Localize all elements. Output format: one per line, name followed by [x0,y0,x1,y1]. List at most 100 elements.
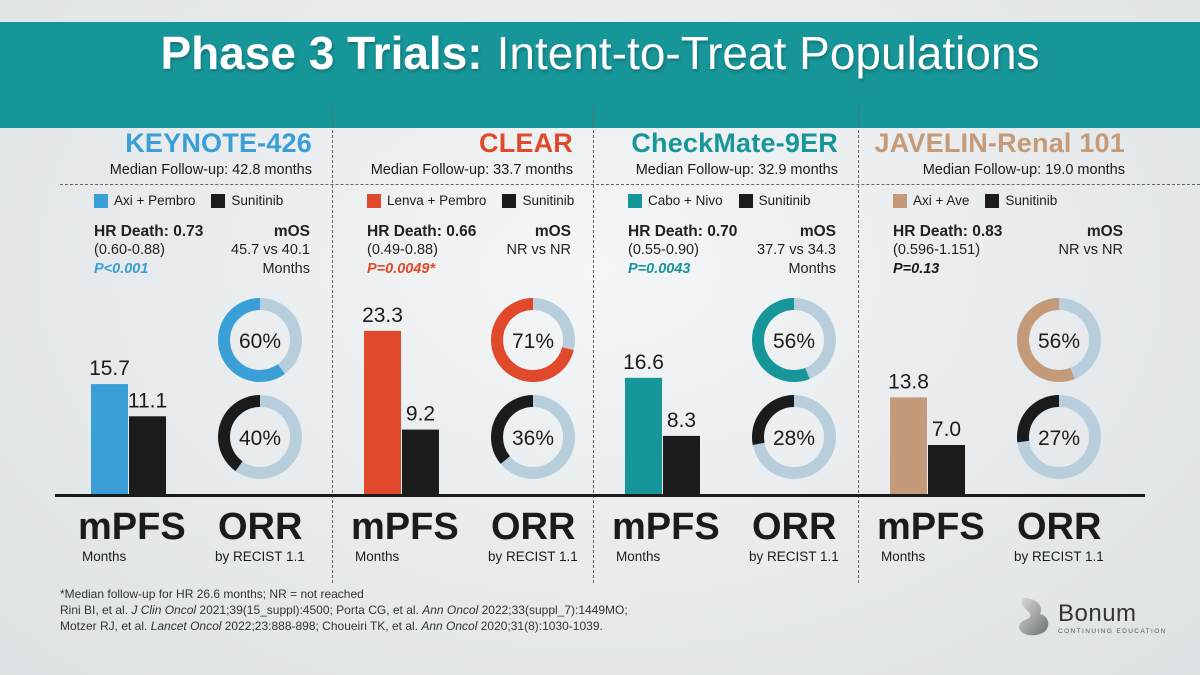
legend-swatch [628,193,642,208]
legend-item-sunitinib: Sunitinib [502,193,574,208]
mpfs-bar-combination [890,397,927,494]
mos-label: mOS [273,223,310,240]
legend-label: Cabo + Nivo [648,193,723,208]
logo-name: Bonum [1058,600,1137,627]
trial-name: JAVELIN-Renal 101 [874,128,1125,158]
logo-subtitle: CONTINUING EDUCATION [1058,628,1167,635]
mpfs-unit-label: Months [82,549,127,564]
legend-item-sunitinib: Sunitinib [738,193,811,208]
mpfs-value-label: 15.7 [89,357,130,380]
mpfs-bar-sunitinib [402,429,439,494]
hazard-ratio-block: HR Death: 0.66 (0.49-0.88) P=0.0049* [367,222,476,279]
mos-unit: Months [262,261,310,277]
panel-divider [593,105,594,583]
page-title: Phase 3 Trials: Intent-to-Treat Populati… [0,0,1200,106]
hr-death: HR Death: 0.70 [628,223,738,240]
orr-ring-sunitinib [491,395,575,479]
legend-swatch [367,193,381,208]
p-value: P<0.001 [94,261,149,277]
followup-text: Median Follow-up: 32.9 months [635,162,838,178]
trial-panel: CheckMate-9ER Median Follow-up: 32.9 mont… [594,0,858,675]
orr-ring-combination [1017,298,1101,382]
orr-unit-label: by RECIST 1.1 [215,549,305,564]
legend-swatch [502,193,517,208]
orr-value-label: 40% [239,427,281,450]
orr-ring-sunitinib [1017,395,1101,479]
legend-swatch [211,193,226,208]
legend-swatch [94,193,108,208]
bonum-logo-icon [1019,598,1049,636]
orr-value-label: 27% [1038,427,1080,450]
mpfs-unit-label: Months [881,549,926,564]
legend-item-combination: Axi + Ave [893,193,969,208]
legend-item-combination: Axi + Pembro [94,193,195,208]
footnotes: *Median follow-up for HR 26.6 months; NR… [60,586,628,634]
orr-ring-combination [752,298,836,382]
trial-name: CheckMate-9ER [631,128,838,158]
panel-divider [858,105,859,583]
followup-text: Median Follow-up: 33.7 months [370,162,573,178]
page-title-bold: Phase 3 Trials: [160,27,483,79]
legend-label: Axi + Pembro [114,193,196,208]
orr-ring-sunitinib [218,395,302,479]
orr-unit-label: by RECIST 1.1 [488,549,578,564]
mos-value: NR vs NR [506,242,571,258]
hr-ci: (0.596-1.151) [893,242,981,258]
mpfs-value-label: 11.1 [128,389,167,412]
hr-ci: (0.49-0.88) [367,242,438,258]
orr-value-label: 56% [1038,330,1080,353]
hazard-ratio-block: HR Death: 0.83 (0.596-1.151) P=0.13 [893,222,1002,279]
orr-unit-label: by RECIST 1.1 [749,549,839,564]
mpfs-bar-sunitinib [129,416,166,494]
mpfs-unit-label: Months [616,549,661,564]
trial-panel: CLEAR Median Follow-up: 33.7 months Lenva … [333,0,593,675]
legend: Axi + Ave Sunitinib [893,193,1073,208]
page-title-light: Intent-to-Treat Populations [496,27,1040,79]
mos-label: mOS [534,223,571,240]
orr-ring-combination [491,298,575,382]
legend-item-sunitinib: Sunitinib [985,193,1057,208]
trial-panel: JAVELIN-Renal 101 Median Follow-up: 19.0 … [859,0,1145,675]
orr-label: ORR [1017,506,1102,548]
mpfs-value-label: 16.6 [623,351,664,374]
mpfs-bar-sunitinib [663,435,700,494]
legend: Cabo + Nivo Sunitinib [628,193,826,208]
legend-item-sunitinib: Sunitinib [211,193,283,208]
mpfs-label: mPFS [612,506,720,548]
legend-label: Sunitinib [231,193,284,208]
mpfs-label: mPFS [877,506,985,548]
mos-label: mOS [1086,223,1123,240]
mos-label: mOS [799,223,836,240]
mos-block: mOS NR vs NR [1059,222,1123,260]
hr-death: HR Death: 0.83 [893,223,1003,240]
followup-text: Median Follow-up: 42.8 months [109,162,312,178]
mpfs-value-label: 7.0 [932,418,961,441]
legend: Lenva + Pembro Sunitinib [367,193,590,208]
orr-value-label: 71% [512,330,554,353]
legend-item-combination: Lenva + Pembro [367,193,486,208]
orr-label: ORR [491,506,576,548]
orr-value-label: 56% [773,330,815,353]
mpfs-value-label: 8.3 [667,409,696,432]
p-value: P=0.0049* [367,261,436,277]
legend-swatch [893,193,907,208]
mos-block: mOS NR vs NR [507,222,571,260]
hr-death: HR Death: 0.73 [94,223,204,240]
orr-ring-combination [218,298,302,382]
p-value: P=0.13 [893,261,940,277]
legend: Axi + Pembro Sunitinib [94,193,299,208]
legend-label: Axi + Ave [913,193,970,208]
hazard-ratio-block: HR Death: 0.70 (0.55-0.90) P=0.0043 [628,222,737,279]
orr-label: ORR [752,506,837,548]
orr-value-label: 60% [239,330,281,353]
legend-label: Sunitinib [1005,193,1058,208]
orr-ring-sunitinib [752,395,836,479]
mos-value: 45.7 vs 40.1 [231,242,310,258]
mos-value: NR vs NR [1058,242,1123,258]
legend-label: Sunitinib [758,193,811,208]
trial-name: KEYNOTE-426 [125,128,312,158]
bonum-logo: Bonum CONTINUING EDUCATION [1010,590,1180,650]
mos-block: mOS 45.7 vs 40.1 Months [231,222,310,279]
hr-ci: (0.55-0.90) [628,242,699,258]
